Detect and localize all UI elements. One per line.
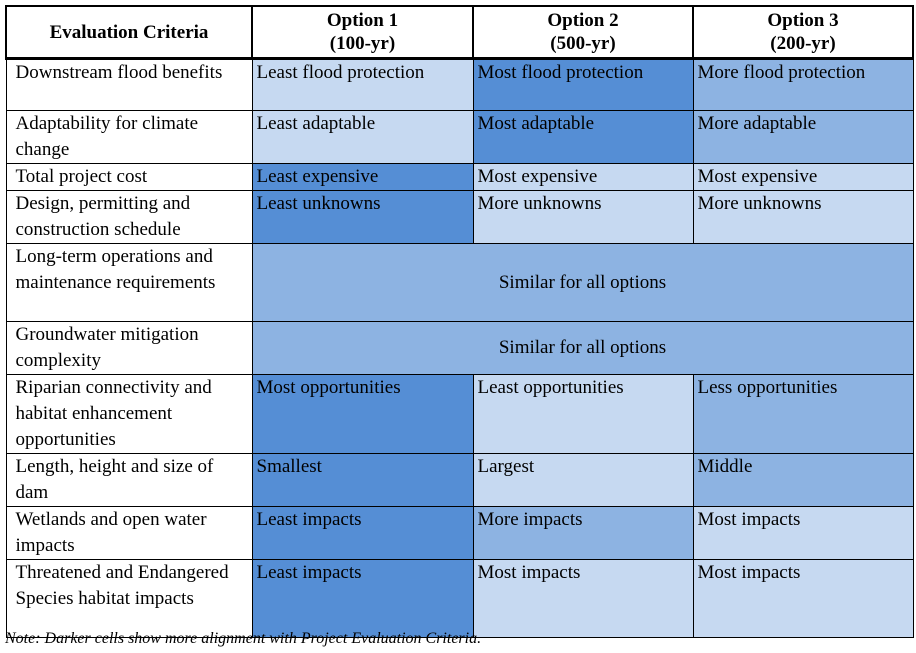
table-row: Adaptability for climate change Least ada… bbox=[5, 110, 914, 164]
criterion-cell: Adaptability for climate change bbox=[5, 110, 253, 164]
table-row: Threatened and Endangered Species habita… bbox=[5, 559, 914, 638]
rating-cell-option-2: More impacts bbox=[472, 506, 694, 560]
criterion-cell: Total project cost bbox=[5, 163, 253, 191]
header-row: Evaluation Criteria Option 1 (100-yr) Op… bbox=[5, 5, 914, 60]
rating-cell-option-1: Least impacts bbox=[251, 559, 474, 638]
table-row: Design, permitting and construction sche… bbox=[5, 190, 914, 244]
table-row: Downstream flood benefits Least flood pro… bbox=[5, 58, 914, 111]
rating-cell-option-3: Most impacts bbox=[692, 559, 914, 638]
header-option-3: Option 3 (200-yr) bbox=[692, 5, 914, 60]
header-option-3-name: Option 3 bbox=[767, 10, 839, 31]
rating-cell-all-options: Similar for all options bbox=[251, 243, 914, 322]
rating-cell-option-1: Least adaptable bbox=[251, 110, 474, 164]
rating-cell-option-1: Smallest bbox=[251, 453, 474, 507]
criterion-cell: Threatened and Endangered Species habita… bbox=[5, 559, 253, 638]
header-criteria-label: Evaluation Criteria bbox=[49, 21, 209, 43]
criterion-cell: Riparian connectivity and habitat enhanc… bbox=[5, 374, 253, 454]
criterion-cell: Groundwater mitigation complexity bbox=[5, 321, 253, 375]
table-note: Note: Darker cells show more alignment w… bbox=[5, 630, 482, 647]
rating-cell-option-2: Most impacts bbox=[472, 559, 694, 638]
header-option-1-return-period: (100-yr) bbox=[329, 33, 396, 54]
header-criteria: Evaluation Criteria bbox=[5, 5, 253, 60]
criterion-cell: Downstream flood benefits bbox=[5, 58, 253, 111]
rating-cell-option-3: Most impacts bbox=[692, 506, 914, 560]
table-row: Riparian connectivity and habitat enhanc… bbox=[5, 374, 914, 454]
rating-cell-all-options: Similar for all options bbox=[251, 321, 914, 375]
table-body: Downstream flood benefits Least flood pro… bbox=[5, 58, 914, 638]
header-option-1-name: Option 1 bbox=[326, 10, 399, 31]
rating-cell-option-2: Largest bbox=[472, 453, 694, 507]
table-row: Long-term operations and maintenance req… bbox=[5, 243, 914, 322]
rating-cell-option-3: More flood protection bbox=[692, 58, 914, 111]
rating-cell-option-3: More adaptable bbox=[692, 110, 914, 164]
criterion-cell: Long-term operations and maintenance req… bbox=[5, 243, 253, 322]
header-option-2-name: Option 2 bbox=[547, 10, 619, 31]
rating-cell-option-1: Least flood protection bbox=[251, 58, 474, 111]
rating-cell-option-1: Least expensive bbox=[251, 163, 474, 191]
table-row: Length, height and size of dam Smallest La… bbox=[5, 453, 914, 507]
criterion-cell: Length, height and size of dam bbox=[5, 453, 253, 507]
table-row: Total project cost Least expensive Most ex… bbox=[5, 163, 914, 191]
rating-cell-option-1: Least impacts bbox=[251, 506, 474, 560]
header-option-1: Option 1 (100-yr) bbox=[251, 5, 474, 60]
rating-cell-option-2: Most adaptable bbox=[472, 110, 694, 164]
header-option-2-return-period: (500-yr) bbox=[550, 33, 616, 54]
rating-cell-option-2: Most expensive bbox=[472, 163, 694, 191]
rating-cell-option-1: Most opportunities bbox=[251, 374, 474, 454]
criterion-cell: Design, permitting and construction sche… bbox=[5, 190, 253, 244]
criterion-cell: Wetlands and open water impacts bbox=[5, 506, 253, 560]
table-row: Wetlands and open water impacts Least imp… bbox=[5, 506, 914, 560]
rating-cell-option-3: Less opportunities bbox=[692, 374, 914, 454]
header-option-3-return-period: (200-yr) bbox=[770, 33, 836, 54]
rating-cell-option-3: More unknowns bbox=[692, 190, 914, 244]
rating-cell-option-2: Most flood protection bbox=[472, 58, 694, 111]
rating-cell-option-2: More unknowns bbox=[472, 190, 694, 244]
header-option-2: Option 2 (500-yr) bbox=[472, 5, 694, 60]
rating-cell-option-1: Least unknowns bbox=[251, 190, 474, 244]
evaluation-table: Evaluation Criteria Option 1 (100-yr) Op… bbox=[5, 5, 914, 638]
rating-cell-option-3: Middle bbox=[692, 453, 914, 507]
rating-cell-option-3: Most expensive bbox=[692, 163, 914, 191]
rating-cell-option-2: Least opportunities bbox=[472, 374, 694, 454]
table-row: Groundwater mitigation complexity Similar… bbox=[5, 321, 914, 375]
